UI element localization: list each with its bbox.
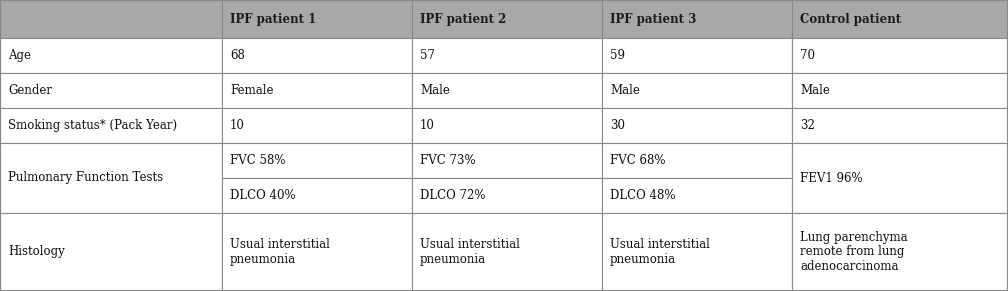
Text: Male: Male bbox=[800, 84, 830, 97]
Bar bbox=[412, 178, 602, 213]
Text: Smoking status* (Pack Year): Smoking status* (Pack Year) bbox=[8, 119, 177, 132]
Text: Age: Age bbox=[8, 49, 31, 62]
Text: FEV1 96%: FEV1 96% bbox=[800, 171, 863, 184]
Bar bbox=[412, 143, 602, 178]
Bar bbox=[792, 0, 1008, 38]
Text: Control patient: Control patient bbox=[800, 13, 901, 26]
Bar bbox=[0, 143, 222, 213]
Text: 32: 32 bbox=[800, 119, 814, 132]
Text: 30: 30 bbox=[610, 119, 625, 132]
Text: Usual interstitial
pneumonia: Usual interstitial pneumonia bbox=[230, 238, 330, 266]
Bar bbox=[412, 0, 602, 38]
Bar bbox=[0, 38, 222, 73]
Text: Gender: Gender bbox=[8, 84, 52, 97]
Text: FVC 68%: FVC 68% bbox=[610, 154, 665, 167]
Text: Histology: Histology bbox=[8, 246, 65, 258]
Bar bbox=[222, 213, 412, 291]
Bar bbox=[222, 108, 412, 143]
Bar bbox=[792, 108, 1008, 143]
Text: FVC 58%: FVC 58% bbox=[230, 154, 285, 167]
Bar bbox=[792, 38, 1008, 73]
Text: Male: Male bbox=[420, 84, 450, 97]
Bar bbox=[602, 38, 792, 73]
Text: 59: 59 bbox=[610, 49, 625, 62]
Bar bbox=[412, 38, 602, 73]
Bar bbox=[222, 73, 412, 108]
Text: Usual interstitial
pneumonia: Usual interstitial pneumonia bbox=[420, 238, 520, 266]
Bar bbox=[602, 143, 792, 178]
Bar bbox=[0, 0, 222, 38]
Text: Lung parenchyma
remote from lung
adenocarcinoma: Lung parenchyma remote from lung adenoca… bbox=[800, 230, 907, 274]
Text: IPF patient 1: IPF patient 1 bbox=[230, 13, 317, 26]
Text: 57: 57 bbox=[420, 49, 435, 62]
Text: 10: 10 bbox=[230, 119, 245, 132]
Bar bbox=[0, 73, 222, 108]
Bar bbox=[602, 108, 792, 143]
Text: Pulmonary Function Tests: Pulmonary Function Tests bbox=[8, 171, 163, 184]
Bar bbox=[792, 213, 1008, 291]
Text: 68: 68 bbox=[230, 49, 245, 62]
Text: IPF patient 2: IPF patient 2 bbox=[420, 13, 506, 26]
Bar bbox=[222, 0, 412, 38]
Text: Usual interstitial
pneumonia: Usual interstitial pneumonia bbox=[610, 238, 710, 266]
Bar bbox=[792, 143, 1008, 213]
Bar bbox=[412, 213, 602, 291]
Bar bbox=[0, 213, 222, 291]
Text: DLCO 72%: DLCO 72% bbox=[420, 189, 486, 202]
Text: FVC 73%: FVC 73% bbox=[420, 154, 476, 167]
Text: IPF patient 3: IPF patient 3 bbox=[610, 13, 697, 26]
Text: 10: 10 bbox=[420, 119, 434, 132]
Text: Male: Male bbox=[610, 84, 640, 97]
Bar bbox=[222, 143, 412, 178]
Bar bbox=[412, 73, 602, 108]
Bar bbox=[602, 178, 792, 213]
Bar bbox=[602, 73, 792, 108]
Bar bbox=[412, 108, 602, 143]
Bar bbox=[602, 213, 792, 291]
Text: Female: Female bbox=[230, 84, 273, 97]
Text: DLCO 40%: DLCO 40% bbox=[230, 189, 295, 202]
Bar bbox=[602, 0, 792, 38]
Text: 70: 70 bbox=[800, 49, 815, 62]
Bar bbox=[222, 38, 412, 73]
Bar bbox=[0, 108, 222, 143]
Text: DLCO 48%: DLCO 48% bbox=[610, 189, 675, 202]
Bar bbox=[222, 178, 412, 213]
Bar bbox=[792, 73, 1008, 108]
